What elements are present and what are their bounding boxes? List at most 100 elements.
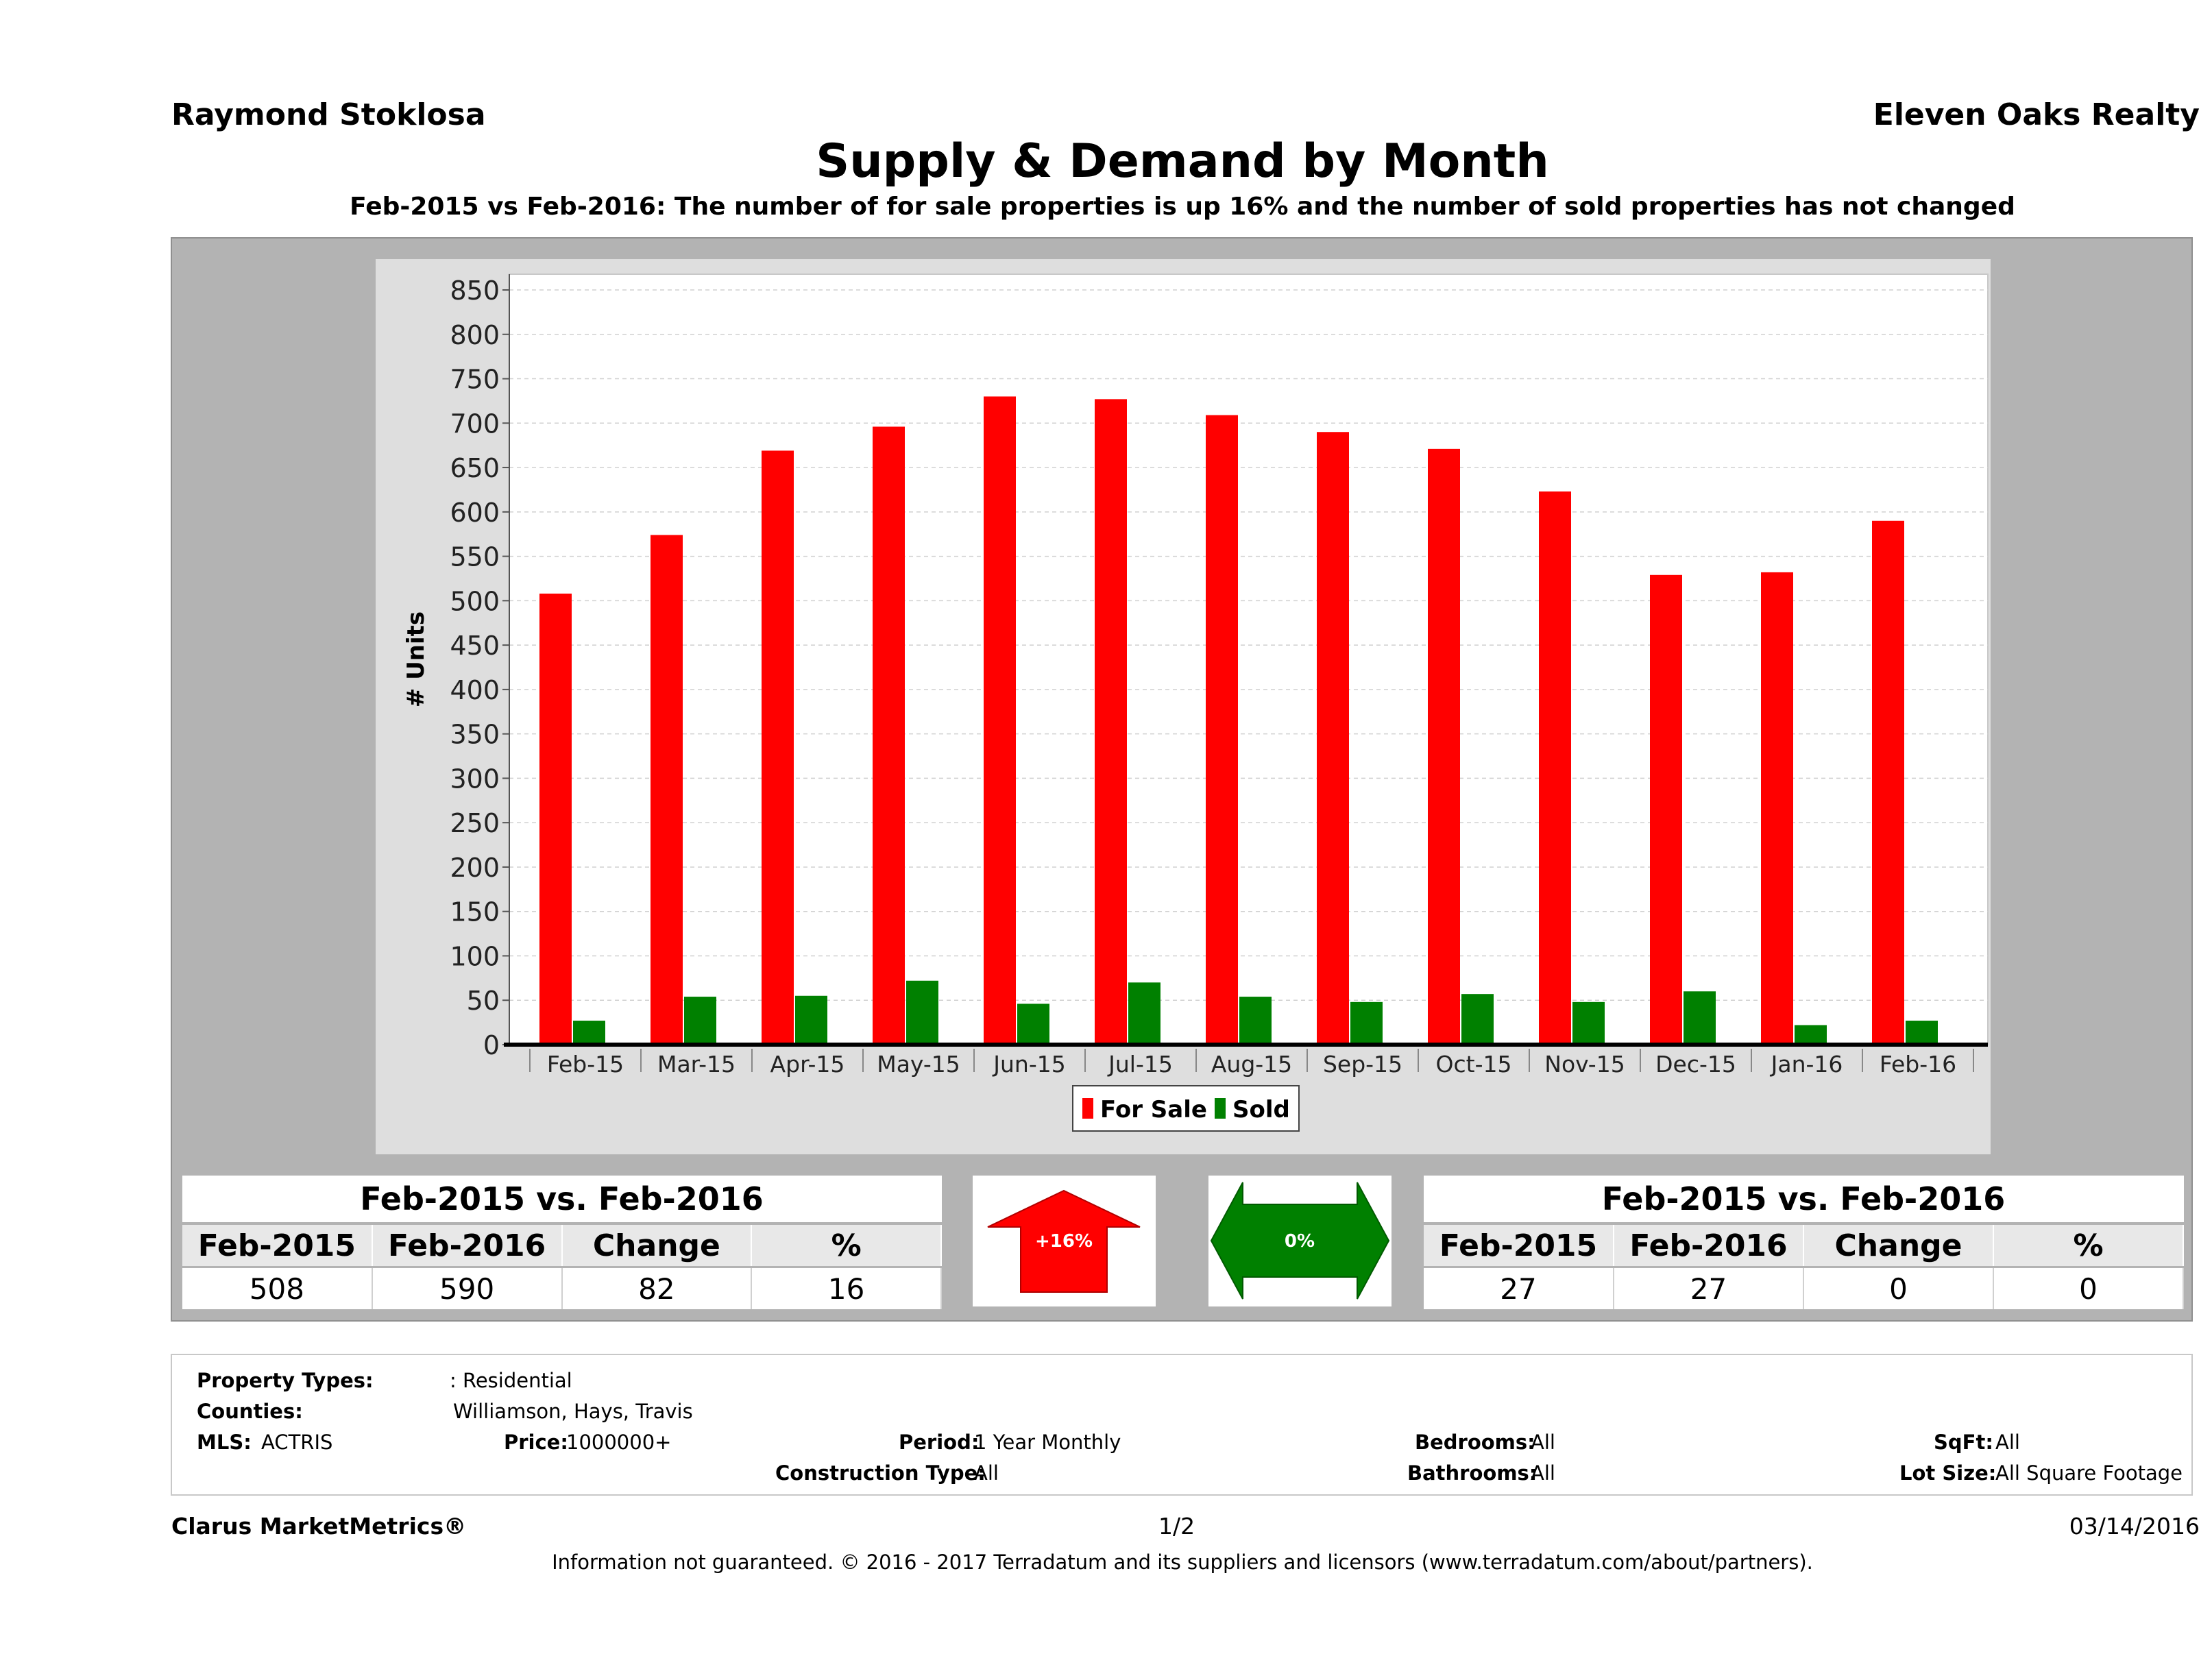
y-tick-label: 300 xyxy=(450,764,500,794)
legend-label-sold: Sold xyxy=(1232,1096,1290,1123)
x-tick-label: Nov-15 xyxy=(1544,1051,1625,1078)
mls-label: MLS: xyxy=(197,1431,252,1454)
bar-sold xyxy=(1350,1001,1383,1045)
y-tick-label: 100 xyxy=(450,941,500,971)
y-tick-label: 350 xyxy=(450,720,500,750)
sold-header-start: Feb-2015 xyxy=(1424,1224,1614,1267)
bedrooms-label: Bedrooms: xyxy=(1415,1431,1535,1454)
bar-for-sale xyxy=(539,593,572,1045)
y-tick-label: 850 xyxy=(450,276,500,306)
x-tick-label: Dec-15 xyxy=(1655,1051,1736,1078)
bar-sold xyxy=(1128,982,1160,1045)
x-tick-label: May-15 xyxy=(877,1051,960,1078)
y-tick-label: 750 xyxy=(450,365,500,395)
bar-for-sale xyxy=(873,426,905,1045)
company-name: Eleven Oaks Realty xyxy=(1873,97,2200,132)
bar-sold xyxy=(573,1021,605,1045)
counties-value: Williamson, Hays, Travis xyxy=(453,1400,693,1423)
bar-for-sale xyxy=(1539,491,1571,1045)
y-tick-label: 550 xyxy=(450,542,500,572)
for-sale-value-end: 590 xyxy=(372,1266,563,1309)
x-tick-label: Oct-15 xyxy=(1436,1051,1512,1078)
y-tick-label: 200 xyxy=(450,853,500,883)
x-tick-label: Mar-15 xyxy=(657,1051,736,1078)
construction-type-value: All xyxy=(974,1461,999,1485)
bar-sold xyxy=(684,997,716,1045)
y-tick-label: 500 xyxy=(450,586,500,616)
y-tick-label: 400 xyxy=(450,675,500,705)
bar-sold xyxy=(795,995,827,1045)
lot-size-value: All Square Footage xyxy=(1995,1461,2183,1485)
legend-swatch-sold xyxy=(1215,1098,1226,1119)
price-label: Price: xyxy=(504,1431,568,1454)
plot-area xyxy=(509,273,1989,1045)
sold-change-indicator: 0% xyxy=(1208,1176,1391,1306)
legend-swatch-for-sale xyxy=(1082,1098,1093,1119)
sold-header-end: Feb-2016 xyxy=(1614,1224,1804,1267)
legend-box xyxy=(1072,1085,1300,1132)
bar-sold xyxy=(1239,997,1272,1045)
bar-for-sale xyxy=(984,396,1016,1045)
for-sale-value-percent: 16 xyxy=(751,1266,942,1309)
for-sale-change-indicator: +16% xyxy=(973,1176,1156,1306)
for-sale-summary-caption: Feb-2015 vs. Feb-2016 xyxy=(182,1176,941,1226)
price-value: 1000000+ xyxy=(566,1431,672,1454)
sold-value-percent: 0 xyxy=(1993,1266,2184,1309)
bar-sold xyxy=(1795,1025,1827,1045)
up-arrow-icon: +16% xyxy=(987,1189,1141,1293)
for-sale-value-change: 82 xyxy=(561,1266,753,1309)
x-tick-label: Jan-16 xyxy=(1770,1051,1843,1078)
disclaimer: Information not guaranteed. © 2016 - 201… xyxy=(552,1551,1813,1574)
sold-value-end: 27 xyxy=(1614,1266,1804,1309)
bathrooms-label: Bathrooms: xyxy=(1407,1461,1538,1485)
property-types-value: : Residential xyxy=(450,1369,572,1392)
period-label: Period: xyxy=(899,1431,980,1454)
sold-header-change: Change xyxy=(1803,1224,1994,1267)
y-tick-label: 150 xyxy=(450,897,500,927)
legend-label-for-sale: For Sale xyxy=(1100,1096,1207,1123)
page-number: 1/2 xyxy=(1158,1513,1195,1540)
x-tick-label: Feb-16 xyxy=(1880,1051,1956,1078)
for-sale-summary: Feb-2015 vs. Feb-2016 Feb-2015 Feb-2016 … xyxy=(182,1176,942,1309)
report-subtitle: Feb-2015 vs Feb-2016: The number of for … xyxy=(350,193,2015,221)
y-tick-label: 600 xyxy=(450,498,500,528)
bar-chart: 0 50 100 150 200 250 300 350 400 450 500 550 600 650 7… xyxy=(402,273,1989,1132)
sold-summary-caption: Feb-2015 vs. Feb-2016 xyxy=(1424,1176,2183,1226)
bar-for-sale xyxy=(762,450,794,1045)
y-tick-label: 450 xyxy=(450,631,500,661)
y-tick-label: 250 xyxy=(450,808,500,838)
bar-for-sale xyxy=(1095,399,1127,1045)
construction-type-label: Construction Type: xyxy=(775,1461,986,1485)
bar-for-sale xyxy=(1428,448,1460,1045)
x-tick-label: Feb-15 xyxy=(547,1051,624,1078)
x-tick-label: Jul-15 xyxy=(1107,1051,1173,1078)
bar-for-sale xyxy=(1650,574,1682,1045)
for-sale-value-start: 508 xyxy=(182,1266,373,1309)
x-tick-label: Apr-15 xyxy=(770,1051,845,1078)
sqft-label: SqFt: xyxy=(1934,1431,1993,1454)
sqft-value: All xyxy=(1995,1431,2020,1454)
period-value: 1 Year Monthly xyxy=(974,1431,1121,1454)
bar-for-sale xyxy=(1761,572,1793,1045)
report-date: 03/14/2016 xyxy=(2069,1513,2200,1540)
for-sale-header-percent: % xyxy=(751,1224,942,1267)
lot-size-label: Lot Size: xyxy=(1899,1461,1997,1485)
bar-sold xyxy=(1017,1004,1049,1045)
sold-value-change: 0 xyxy=(1803,1266,1994,1309)
bar-for-sale xyxy=(651,535,683,1045)
bar-sold xyxy=(1461,994,1494,1045)
y-tick-label: 800 xyxy=(450,320,500,350)
bathrooms-value: All xyxy=(1531,1461,1555,1485)
x-tick-label: Jun-15 xyxy=(992,1051,1065,1078)
sold-header-percent: % xyxy=(1993,1224,2184,1267)
y-tick-label: 0 xyxy=(483,1030,500,1060)
report-title: Supply & Demand by Month xyxy=(816,134,1549,189)
sold-change-label: 0% xyxy=(1285,1231,1315,1252)
sold-summary: Feb-2015 vs. Feb-2016 Feb-2015 Feb-2016 … xyxy=(1424,1176,2184,1309)
bar-sold xyxy=(1684,991,1716,1045)
sold-value-start: 27 xyxy=(1424,1266,1614,1309)
criteria-box: Property Types: : Residential Counties: … xyxy=(171,1354,2193,1496)
mls-value: ACTRIS xyxy=(261,1431,333,1454)
x-tick-label: Aug-15 xyxy=(1211,1051,1292,1078)
y-tick-label: 650 xyxy=(450,453,500,483)
